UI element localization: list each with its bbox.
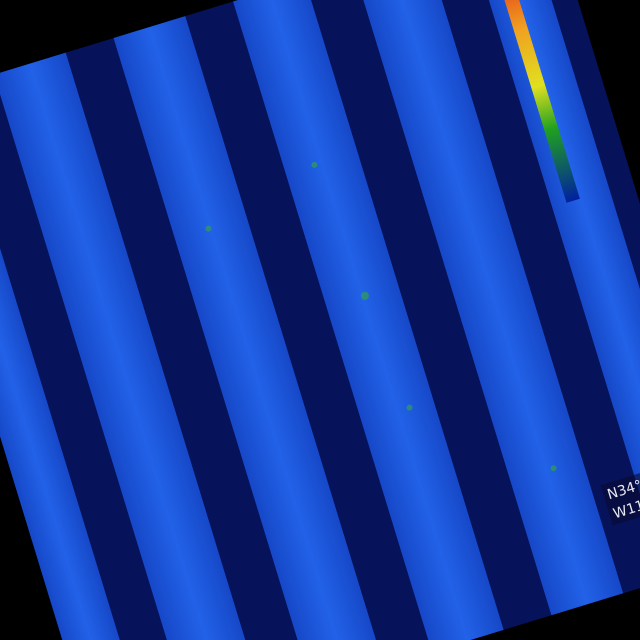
panel-row xyxy=(0,87,150,640)
color-scale xyxy=(478,0,580,203)
panel-row xyxy=(113,16,385,640)
hot-spots xyxy=(205,161,557,472)
panel-row xyxy=(0,52,265,640)
panel-row xyxy=(352,0,624,616)
hot-spot xyxy=(311,161,318,168)
hot-spot xyxy=(406,404,413,411)
hot-spot xyxy=(550,465,557,472)
coordinate-box xyxy=(600,455,640,526)
panel-row xyxy=(233,0,504,640)
hot-spot xyxy=(205,225,212,232)
hot-spot xyxy=(360,291,369,300)
